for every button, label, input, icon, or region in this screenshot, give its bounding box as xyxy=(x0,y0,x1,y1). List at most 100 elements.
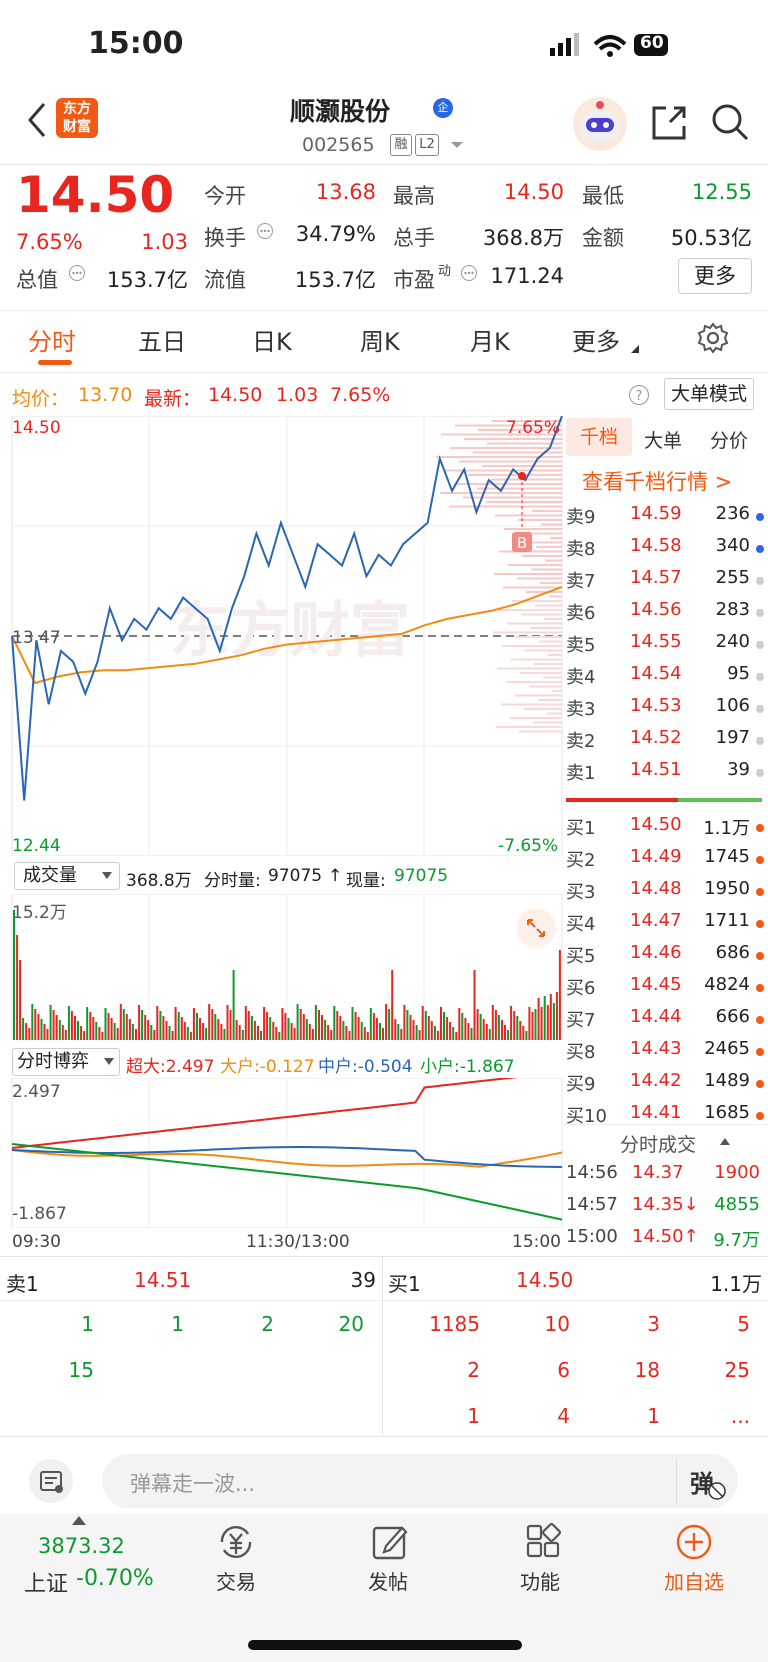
bid-dot xyxy=(756,920,764,928)
plus-circle-icon[interactable] xyxy=(674,1522,714,1562)
divider xyxy=(0,1300,768,1301)
grid-icon[interactable] xyxy=(524,1522,564,1562)
depth-bar xyxy=(545,559,562,562)
robot-assistant-icon[interactable] xyxy=(572,96,628,152)
volume-bar xyxy=(196,1013,198,1040)
info-dots-icon[interactable] xyxy=(68,264,86,282)
depth-bar xyxy=(518,519,562,521)
bid-price: 14.43 xyxy=(630,1038,682,1059)
queue-order: 15 xyxy=(68,1358,94,1382)
bid-row[interactable]: 买6 14.45 4824 xyxy=(566,974,766,1004)
chevron-down-icon[interactable] xyxy=(450,140,464,150)
more-button[interactable]: 更多 xyxy=(678,258,752,294)
volume-bar xyxy=(153,1030,156,1040)
bid-row[interactable]: 买4 14.47 1711 xyxy=(566,910,766,940)
big-order-mode-button[interactable]: 大单模式 xyxy=(664,378,754,410)
index-name[interactable]: 上证 xyxy=(24,1572,69,1597)
tab-thousand-level[interactable]: 千档 xyxy=(566,418,632,456)
nav-functions[interactable]: 功能 xyxy=(520,1570,560,1594)
ask-row[interactable]: 卖1 14.51 39 xyxy=(566,759,766,789)
trade-row: 15:00 14.50↑ 9.7万 xyxy=(566,1226,766,1256)
ask-row[interactable]: 卖2 14.52 197 xyxy=(566,727,766,757)
chevron-down-icon xyxy=(104,1058,114,1065)
volume-bar xyxy=(348,1031,351,1040)
ask-row[interactable]: 卖6 14.56 283 xyxy=(566,599,766,629)
tab-month-k[interactable]: 月K xyxy=(470,328,510,356)
divider xyxy=(382,1256,383,1436)
back-arrow-icon[interactable] xyxy=(24,100,48,140)
volume-bar xyxy=(138,1005,141,1040)
bid-row[interactable]: 买3 14.48 1950 xyxy=(566,878,766,908)
tab-price-distribution[interactable]: 分价 xyxy=(710,430,749,452)
bid-row[interactable]: 买10 14.41 1685 xyxy=(566,1102,766,1132)
tab-big-order[interactable]: 大单 xyxy=(644,430,683,452)
volume-bar xyxy=(357,1017,360,1040)
depth-bar xyxy=(534,663,562,665)
danmaku-input[interactable] xyxy=(102,1454,738,1508)
bid-price: 14.45 xyxy=(630,974,682,995)
flow-selector[interactable]: 分时博弈 xyxy=(12,1048,120,1076)
volume-bar xyxy=(266,1012,269,1040)
ask-row[interactable]: 卖9 14.59 236 xyxy=(566,503,766,533)
ask-row[interactable]: 卖8 14.58 340 xyxy=(566,535,766,565)
expand-button[interactable] xyxy=(516,908,556,948)
bid-price: 14.47 xyxy=(630,910,682,931)
queue-order: 6 xyxy=(557,1358,570,1382)
depth-bar xyxy=(486,501,562,503)
tab-day-k[interactable]: 日K xyxy=(252,328,292,356)
now-volume-label: 现量: xyxy=(346,871,386,891)
bid-dot xyxy=(756,952,764,960)
bid-row[interactable]: 买5 14.46 686 xyxy=(566,942,766,972)
volume-selector[interactable]: 成交量 xyxy=(14,862,120,890)
bid-row[interactable]: 买9 14.42 1489 xyxy=(566,1070,766,1100)
ask-dot xyxy=(756,609,764,617)
view-depth-link[interactable]: 查看千档行情 > xyxy=(582,470,733,494)
info-dots-icon[interactable] xyxy=(460,264,478,282)
depth-bar xyxy=(550,537,562,539)
nav-trade[interactable]: 交易 xyxy=(216,1570,256,1594)
depth-bar xyxy=(527,532,562,535)
bid-row[interactable]: 买8 14.43 2465 xyxy=(566,1038,766,1068)
chevron-up-icon[interactable] xyxy=(720,1138,730,1146)
index-percent[interactable]: -0.70% xyxy=(76,1566,154,1591)
ask-row[interactable]: 卖7 14.57 255 xyxy=(566,567,766,597)
gear-icon[interactable] xyxy=(697,322,729,354)
index-value[interactable]: 3873.32 xyxy=(38,1534,125,1558)
tab-five-day[interactable]: 五日 xyxy=(138,328,186,356)
ask-row[interactable]: 卖3 14.53 106 xyxy=(566,695,766,725)
price-chart: 东方财富 B xyxy=(11,416,563,856)
tab-timeshare[interactable]: 分时 xyxy=(28,328,76,356)
nav-add-watchlist[interactable]: 加自选 xyxy=(664,1570,724,1594)
bid-row[interactable]: 买2 14.49 1745 xyxy=(566,846,766,876)
help-icon[interactable]: ? xyxy=(628,384,650,406)
volume-bar xyxy=(324,1020,327,1040)
volume-bar xyxy=(281,1008,284,1040)
info-dots-icon[interactable] xyxy=(256,222,274,240)
volume-bar xyxy=(360,1022,363,1040)
depth-bar xyxy=(532,510,562,512)
comment-list-icon[interactable] xyxy=(28,1458,74,1504)
volume-bar xyxy=(241,1030,244,1040)
bid-row[interactable]: 买1 14.50 1.1万 xyxy=(566,814,766,844)
yuan-exchange-icon[interactable] xyxy=(216,1522,256,1562)
bid-row[interactable]: 买7 14.44 666 xyxy=(566,1006,766,1036)
volume-bar xyxy=(552,1003,555,1040)
queue-order: 1185 xyxy=(429,1312,480,1336)
depth-bar xyxy=(494,573,562,575)
volume-bar xyxy=(327,1025,330,1040)
bid-level: 买6 xyxy=(566,978,596,999)
ask-row[interactable]: 卖5 14.55 240 xyxy=(566,631,766,661)
ask-row[interactable]: 卖4 14.54 95 xyxy=(566,663,766,693)
search-icon[interactable] xyxy=(710,102,750,142)
share-icon[interactable] xyxy=(650,104,688,142)
volume-bar xyxy=(192,1008,195,1040)
volume-bar xyxy=(162,1016,165,1040)
depth-bar xyxy=(525,649,562,652)
edit-post-icon[interactable] xyxy=(370,1522,410,1562)
tab-more[interactable]: 更多 xyxy=(572,328,620,356)
queue-order: 2 xyxy=(261,1312,274,1336)
tab-week-k[interactable]: 周K xyxy=(360,328,400,356)
nav-post[interactable]: 发帖 xyxy=(368,1570,408,1594)
change-amount: 1.03 xyxy=(141,230,188,254)
volume-bar xyxy=(351,1007,354,1040)
